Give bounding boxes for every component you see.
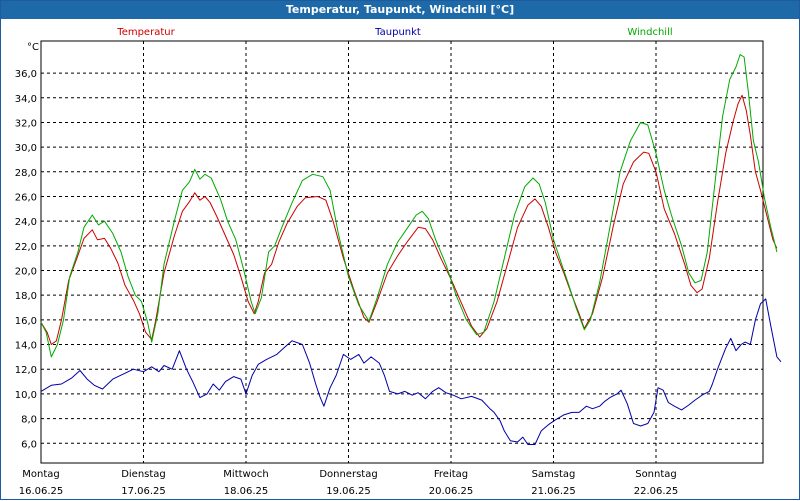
- y-tick-label: 28,0: [15, 168, 37, 179]
- y-tick-label: 16,0: [15, 316, 37, 327]
- x-tick-day-label: Freitag: [434, 469, 468, 480]
- y-tick-label: 26,0: [15, 192, 37, 203]
- grid-lines: [40, 41, 763, 463]
- x-tick-date-label: 20.06.25: [429, 486, 474, 497]
- y-axis-ticks: 6,0 8,0 10,0 12,0 14,0 16,0 18,0 20,0 22,0 24,0 26…: [15, 69, 37, 450]
- legend-item-taupunkt: Taupunkt: [374, 27, 421, 38]
- legend: Temperatur Taupunkt Windchill: [116, 27, 672, 38]
- x-tick-day-label: Sonntag: [635, 469, 677, 480]
- x-tick-date-label: 22.06.25: [634, 486, 679, 497]
- series-lines: [40, 54, 782, 445]
- x-axis-ticks: Montag 16.06.25 Dienstag 17.06.25 Mittwoch 18…: [19, 469, 679, 497]
- y-tick-label: 8,0: [21, 415, 37, 426]
- x-tick-date-label: 18.06.25: [224, 486, 269, 497]
- y-tick-label: 20,0: [15, 267, 37, 278]
- x-tick-date-label: 16.06.25: [19, 486, 64, 497]
- plot-area: [40, 40, 764, 464]
- window-title: Temperatur, Taupunkt, Windchill [°C]: [1, 1, 799, 19]
- x-tick-date-label: 17.06.25: [121, 486, 166, 497]
- y-tick-label: 36,0: [15, 69, 37, 80]
- y-tick-label: 18,0: [15, 291, 37, 302]
- series-line-taupunkt: [40, 298, 782, 445]
- y-tick-label: 22,0: [15, 242, 37, 253]
- y-tick-label: 10,0: [15, 390, 37, 401]
- x-tick-day-label: Montag: [22, 469, 59, 480]
- y-tick-label: 34,0: [15, 94, 37, 105]
- x-tick-day-label: Dienstag: [121, 469, 166, 480]
- y-tick-label: 30,0: [15, 143, 37, 154]
- y-tick-label: 6,0: [21, 439, 37, 450]
- x-tick-day-label: Donnerstag: [319, 469, 377, 480]
- x-tick-date-label: 21.06.25: [531, 486, 576, 497]
- x-tick-date-label: 19.06.25: [326, 486, 371, 497]
- legend-item-windchill: Windchill: [627, 27, 672, 38]
- series-line-windchill: [40, 54, 778, 358]
- x-tick-day-label: Mittwoch: [223, 469, 268, 480]
- x-tick-day-label: Samstag: [532, 469, 576, 480]
- y-tick-label: 32,0: [15, 118, 37, 129]
- y-tick-label: 24,0: [15, 217, 37, 228]
- series-line-temperatur: [40, 94, 778, 345]
- y-tick-label: 12,0: [15, 365, 37, 376]
- y-axis-unit-label: °C: [27, 42, 39, 53]
- legend-item-temperatur: Temperatur: [116, 27, 175, 38]
- y-tick-label: 14,0: [15, 341, 37, 352]
